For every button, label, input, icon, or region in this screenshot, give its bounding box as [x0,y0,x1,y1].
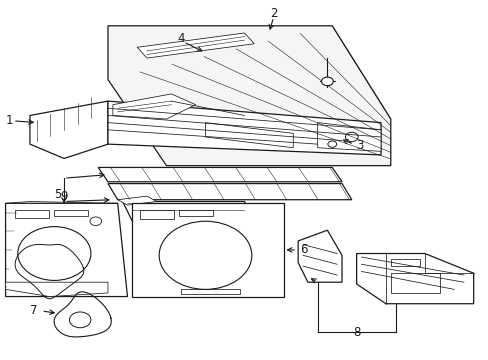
Polygon shape [98,167,341,182]
Polygon shape [137,33,254,58]
Polygon shape [140,211,173,220]
Polygon shape [30,101,108,158]
Polygon shape [356,253,473,304]
Polygon shape [317,123,380,151]
Polygon shape [5,203,127,297]
Polygon shape [108,26,390,166]
Text: 7: 7 [30,305,37,318]
Text: 3: 3 [356,139,363,152]
Polygon shape [54,211,88,216]
Polygon shape [108,184,351,200]
Circle shape [321,77,332,86]
Text: 8: 8 [352,326,360,339]
Polygon shape [181,289,239,294]
Polygon shape [390,273,439,293]
Polygon shape [132,203,283,297]
Text: 4: 4 [177,32,184,45]
Polygon shape [122,202,254,221]
Text: 2: 2 [269,7,277,20]
Polygon shape [113,94,195,119]
Text: 6: 6 [300,243,307,256]
Polygon shape [178,211,212,216]
Polygon shape [118,196,157,205]
Text: 9: 9 [60,190,68,203]
Text: 5: 5 [54,188,61,201]
Polygon shape [298,230,341,282]
Polygon shape [108,101,380,155]
Polygon shape [205,123,293,148]
Polygon shape [15,211,49,218]
Polygon shape [5,282,108,297]
Polygon shape [390,259,419,266]
Text: 1: 1 [5,114,13,127]
